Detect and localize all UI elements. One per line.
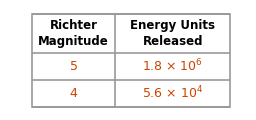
Text: 5: 5 xyxy=(70,60,78,73)
Text: 1.8 × 10$^{6}$: 1.8 × 10$^{6}$ xyxy=(142,58,203,75)
Text: 4: 4 xyxy=(70,87,78,100)
Text: Energy Units
Released: Energy Units Released xyxy=(130,19,215,48)
Text: Richter
Magnitude: Richter Magnitude xyxy=(38,19,109,48)
Text: 5.6 × 10$^{4}$: 5.6 × 10$^{4}$ xyxy=(142,85,204,102)
